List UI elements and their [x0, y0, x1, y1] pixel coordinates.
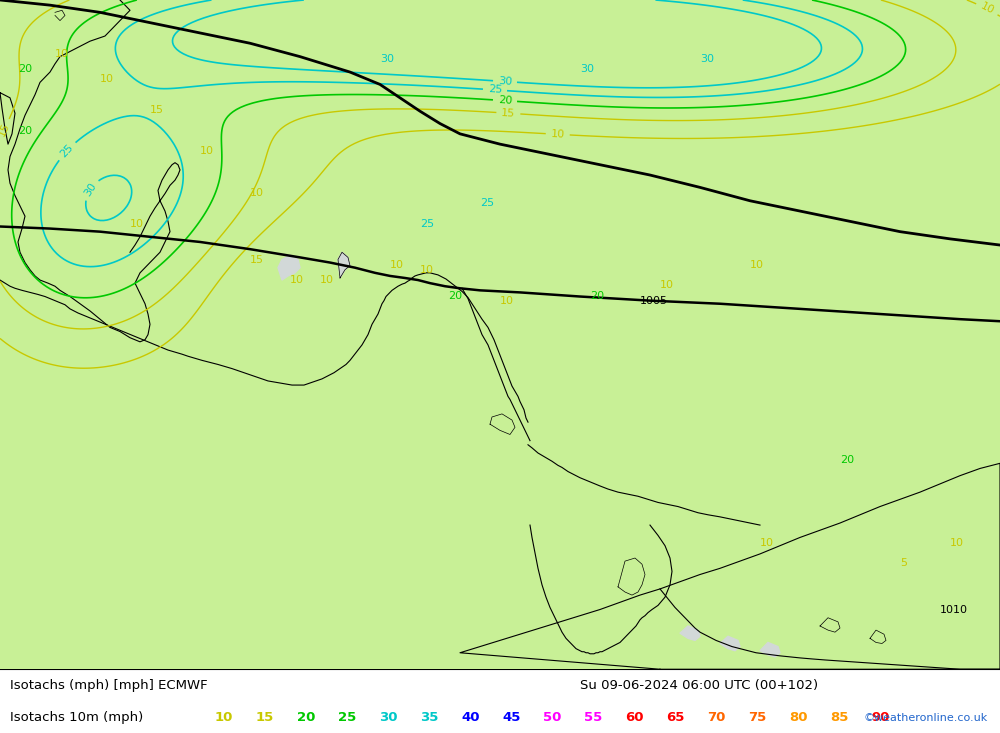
Text: 10: 10: [130, 218, 144, 229]
Polygon shape: [618, 558, 645, 595]
Text: 10: 10: [390, 259, 404, 270]
Text: 10: 10: [200, 147, 214, 156]
Text: 30: 30: [580, 64, 594, 74]
Polygon shape: [490, 414, 515, 435]
Text: 65: 65: [666, 711, 684, 724]
Text: 25: 25: [338, 711, 356, 724]
Text: Su 09-06-2024 06:00 UTC (00+102): Su 09-06-2024 06:00 UTC (00+102): [580, 679, 818, 692]
Text: 10: 10: [500, 295, 514, 306]
Text: 10: 10: [100, 74, 114, 84]
Text: 15: 15: [250, 254, 264, 265]
Polygon shape: [720, 636, 740, 651]
Polygon shape: [338, 252, 350, 278]
Text: 20: 20: [297, 711, 315, 724]
Text: 10: 10: [979, 1, 996, 17]
Text: 35: 35: [420, 711, 438, 724]
Text: 10: 10: [250, 188, 264, 198]
Text: 10: 10: [760, 538, 774, 548]
Text: 30: 30: [379, 711, 398, 724]
Polygon shape: [460, 463, 1000, 669]
Polygon shape: [680, 626, 700, 641]
Text: 25: 25: [480, 198, 494, 208]
Text: 25: 25: [420, 218, 434, 229]
Text: 10: 10: [550, 129, 565, 140]
Text: 15: 15: [256, 711, 274, 724]
Text: 10: 10: [750, 259, 764, 270]
Polygon shape: [8, 0, 180, 342]
Text: 30: 30: [82, 181, 98, 198]
Polygon shape: [55, 10, 65, 21]
Text: 15: 15: [0, 122, 12, 139]
Text: Isotachs (mph) [mph] ECMWF: Isotachs (mph) [mph] ECMWF: [10, 679, 208, 692]
Text: 60: 60: [625, 711, 644, 724]
Text: 10: 10: [320, 275, 334, 285]
Polygon shape: [278, 255, 300, 280]
Text: 85: 85: [830, 711, 848, 724]
Text: 10: 10: [55, 48, 69, 59]
Text: 1010: 1010: [940, 605, 968, 614]
Text: 50: 50: [543, 711, 561, 724]
Text: 5: 5: [900, 559, 907, 568]
Text: 90: 90: [871, 711, 889, 724]
Text: ©weatheronline.co.uk: ©weatheronline.co.uk: [864, 712, 988, 723]
Text: 55: 55: [584, 711, 602, 724]
Text: 20: 20: [840, 455, 854, 465]
Text: 75: 75: [748, 711, 766, 724]
Text: 45: 45: [502, 711, 520, 724]
Text: 20: 20: [18, 64, 32, 74]
Polygon shape: [760, 642, 780, 657]
Text: 30: 30: [380, 54, 394, 64]
Polygon shape: [0, 92, 15, 144]
Text: 25: 25: [58, 142, 75, 160]
Text: 15: 15: [501, 108, 516, 119]
Text: 10: 10: [290, 275, 304, 285]
Text: 25: 25: [488, 84, 502, 95]
Polygon shape: [0, 0, 1000, 669]
Text: 15: 15: [150, 106, 164, 115]
Text: 1005: 1005: [640, 295, 668, 306]
Text: 20: 20: [448, 290, 462, 301]
Text: 20: 20: [590, 290, 604, 301]
Text: 80: 80: [789, 711, 808, 724]
Text: 20: 20: [18, 126, 32, 136]
Text: 10: 10: [420, 265, 434, 275]
Text: 10: 10: [215, 711, 233, 724]
Text: 10: 10: [950, 538, 964, 548]
Polygon shape: [530, 525, 672, 654]
Text: 70: 70: [707, 711, 725, 724]
Text: Isotachs 10m (mph): Isotachs 10m (mph): [10, 711, 143, 724]
Text: 30: 30: [700, 54, 714, 64]
Polygon shape: [870, 630, 886, 644]
Text: 20: 20: [498, 95, 512, 106]
Polygon shape: [820, 618, 840, 632]
Text: 30: 30: [498, 76, 512, 87]
Text: 10: 10: [660, 280, 674, 290]
Text: 40: 40: [461, 711, 479, 724]
